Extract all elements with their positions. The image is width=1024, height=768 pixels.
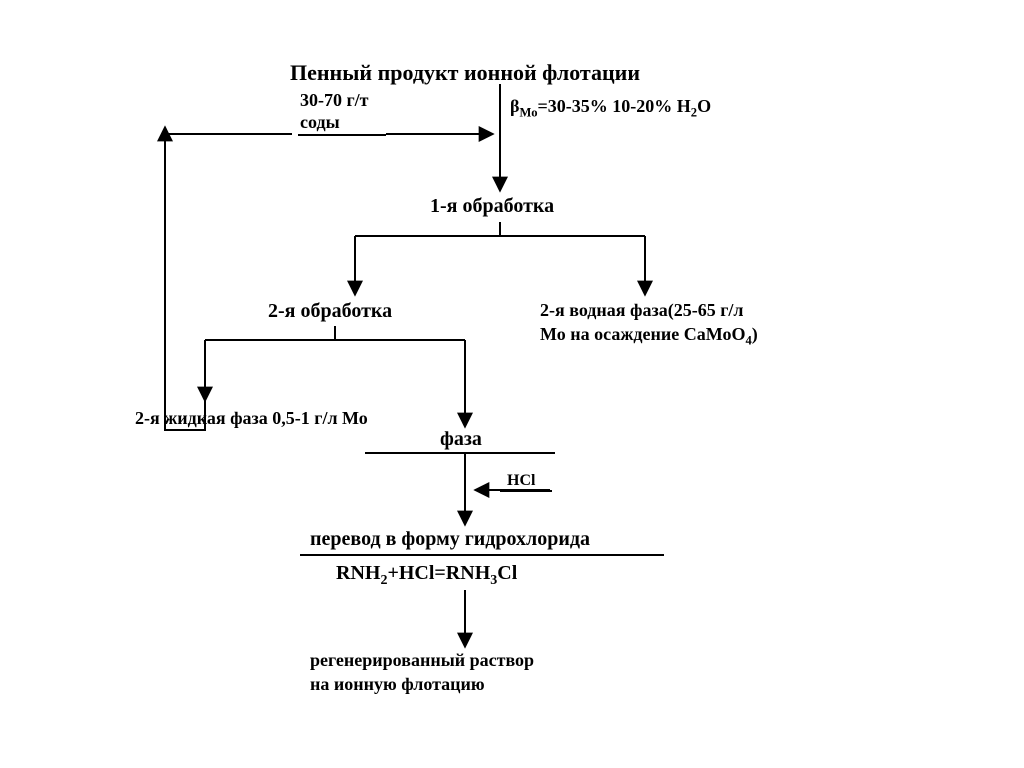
flow-edges	[0, 0, 1024, 768]
flowchart-stage: Пенный продукт ионной флотации 30-70 г/т…	[0, 0, 1024, 768]
